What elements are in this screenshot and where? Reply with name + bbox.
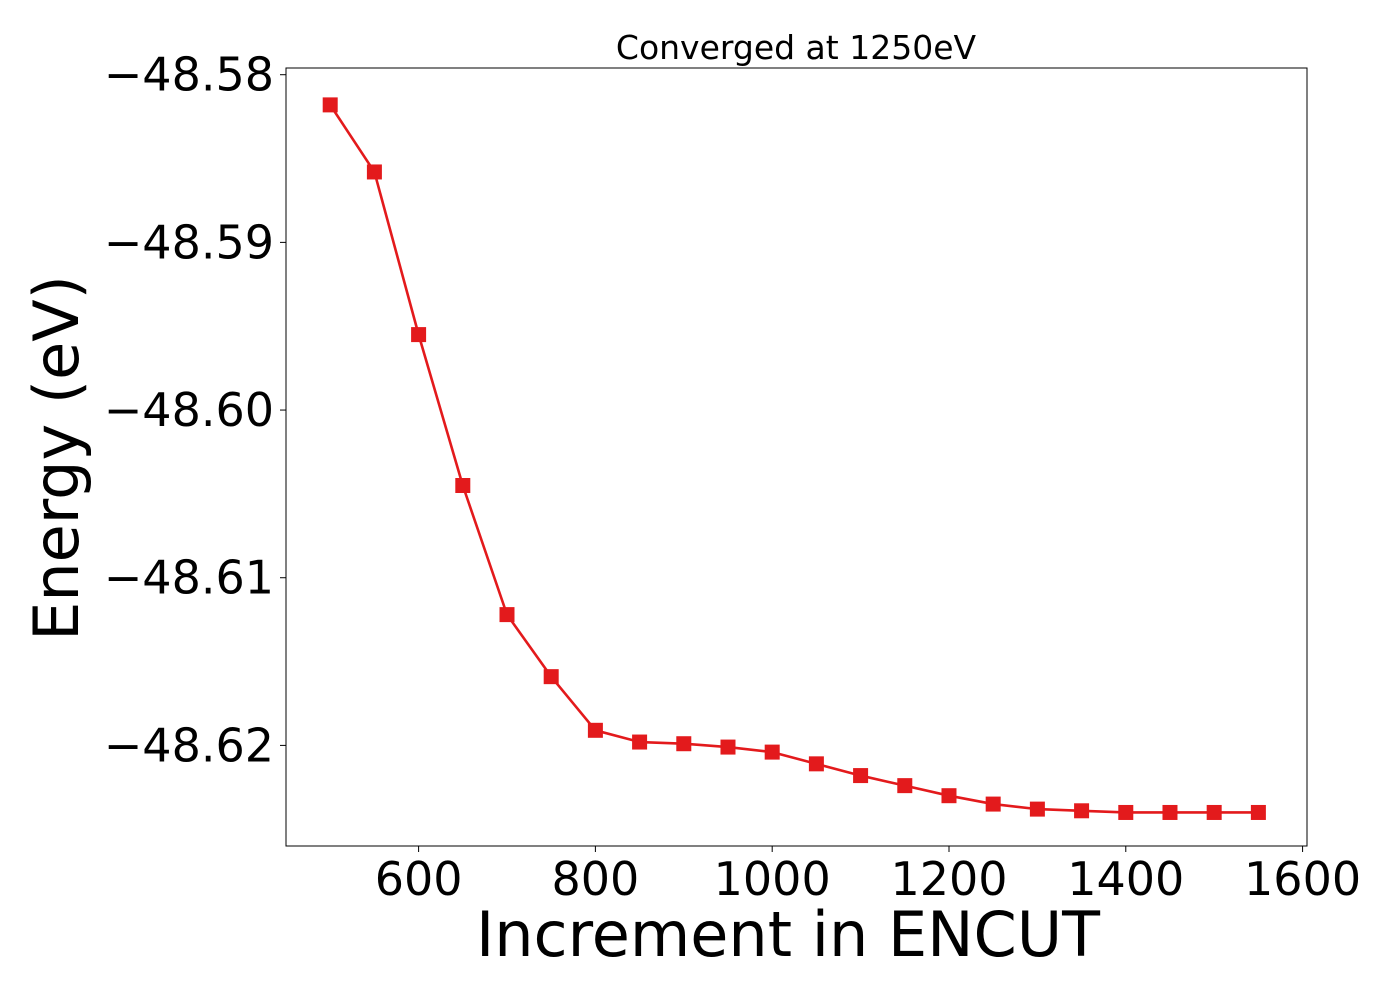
data-point-marker [720, 739, 736, 755]
x-tick-label: 600 [375, 852, 463, 906]
data-point-marker [587, 722, 603, 738]
data-point-marker [676, 736, 692, 752]
plot-area [285, 67, 1308, 847]
data-point-marker [455, 478, 471, 494]
data-point-marker [941, 788, 957, 804]
data-point-marker [366, 164, 382, 180]
data-point-marker [808, 756, 824, 772]
data-point-marker [1074, 803, 1090, 819]
data-point-marker [985, 796, 1001, 812]
data-point-marker [764, 744, 780, 760]
data-point-marker [897, 778, 913, 794]
series-line [329, 104, 1259, 814]
data-point-marker [543, 669, 559, 685]
data-point-marker [1162, 804, 1178, 820]
y-tick-label: −48.58 [104, 48, 274, 102]
chart-title: Converged at 1250eV [616, 28, 977, 67]
y-axis: −48.58 −48.59 −48.60 −48.61 −48.62 [104, 48, 286, 772]
data-point-marker [1118, 804, 1134, 820]
x-tick-label: 1600 [1244, 852, 1361, 906]
x-axis: 600 800 1000 1200 1400 1600 [375, 846, 1361, 906]
data-point-marker [1250, 804, 1266, 820]
data-point-marker [632, 734, 648, 750]
y-axis-label: Energy (eV) [20, 275, 93, 641]
y-tick-label: −48.59 [104, 215, 274, 269]
data-point-marker [499, 607, 515, 623]
plot-frame [285, 67, 1308, 847]
data-point-marker [853, 768, 869, 784]
data-point-marker [411, 327, 427, 343]
data-point-marker [1206, 804, 1222, 820]
x-tick-label: 1400 [1067, 852, 1184, 906]
x-tick-label: 1200 [890, 852, 1007, 906]
x-tick-label: 1000 [714, 852, 831, 906]
y-tick-label: −48.61 [104, 551, 274, 605]
y-tick-label: −48.62 [104, 718, 274, 772]
data-point-marker [1029, 801, 1045, 817]
y-tick-label: −48.60 [104, 383, 274, 437]
x-axis-label: Increment in ENCUT [476, 898, 1101, 971]
data-point-marker [322, 97, 338, 113]
x-tick-label: 800 [551, 852, 639, 906]
